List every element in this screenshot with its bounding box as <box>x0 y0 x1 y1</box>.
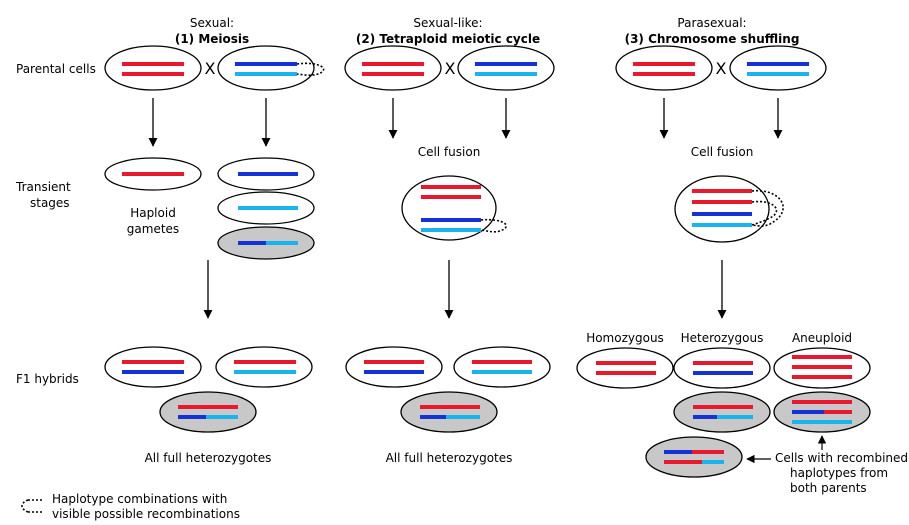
cross-symbol-col3: X <box>716 59 727 78</box>
row-label-transient-2: stages <box>30 196 70 210</box>
parental-cell-blue-col2 <box>457 45 555 91</box>
row-label-f1: F1 hybrids <box>16 372 79 386</box>
hybrid-red-darkblue-col2 <box>345 346 443 388</box>
parental-cell-red-col3 <box>615 45 713 91</box>
hybrid-red-lightblue-col1 <box>215 346 313 388</box>
hybrid-recombinant-col3a <box>673 391 771 433</box>
legend: Haplotype combinations with visible poss… <box>21 492 240 521</box>
gamete-dark-blue <box>217 157 315 191</box>
hybrid-aneuploid <box>773 347 871 389</box>
fused-cell-shuffling <box>674 175 784 243</box>
cell-fusion-label-col3: Cell fusion <box>691 145 754 159</box>
cross-symbol-col1: X <box>205 59 216 78</box>
full-heterozygotes-label-col1: All full heterozygotes <box>145 451 272 465</box>
parental-cell-blue-col1 <box>217 45 325 91</box>
parental-cell-red-col2 <box>344 45 442 91</box>
haploid-gametes-label-2: gametes <box>127 222 179 236</box>
recombination-loop-icon <box>751 200 778 226</box>
hybrid-recombinant-col2 <box>400 391 498 433</box>
heterozygous-label: Heterozygous <box>681 331 764 345</box>
hybrid-heterozygous <box>673 347 771 389</box>
row-label-parental: Parental cells <box>16 62 96 76</box>
recombined-label-2: haplotypes from <box>790 466 888 480</box>
recombined-label-1: Cells with recombined <box>775 451 908 465</box>
cell-fusion-label-col2: Cell fusion <box>418 145 481 159</box>
row-label-transient-1: Transient <box>15 180 71 194</box>
column-2-category: Sexual-like: <box>413 16 482 30</box>
column-3-title: (3) Chromosome shuffling <box>625 32 800 46</box>
column-3-category: Parasexual: <box>677 16 746 30</box>
parental-cell-blue-col3 <box>729 45 827 91</box>
hybrid-homozygous <box>576 347 674 389</box>
recombination-loop-icon <box>21 499 29 513</box>
hybrid-recombinant-col3c <box>645 436 743 478</box>
legend-label-2: visible possible recombinations <box>52 507 240 521</box>
full-heterozygotes-label-col2: All full heterozygotes <box>386 451 513 465</box>
gamete-red <box>104 157 202 191</box>
fused-cell-tetraploid <box>401 175 507 241</box>
recombination-loop-icon <box>296 62 325 76</box>
homozygous-label: Homozygous <box>586 331 664 345</box>
column-1-title: (1) Meiosis <box>175 32 249 46</box>
legend-label-1: Haplotype combinations with <box>52 492 227 506</box>
hybrid-red-lightblue-col2 <box>453 346 551 388</box>
haploid-gametes-label-1: Haploid <box>130 206 176 220</box>
aneuploid-label: Aneuploid <box>792 331 852 345</box>
column-2-title: (2) Tetraploid meiotic cycle <box>356 32 540 46</box>
hybrid-red-darkblue-col1 <box>104 346 202 388</box>
recombined-label-3: both parents <box>790 481 867 495</box>
column-1-category: Sexual: <box>190 16 234 30</box>
recombination-loop-icon <box>751 190 784 227</box>
cross-symbol-col2: X <box>445 59 456 78</box>
gamete-recombinant <box>217 226 315 260</box>
hybrid-recombinant-col3b <box>773 391 871 433</box>
hybrid-recombinant-col1 <box>159 391 257 433</box>
gamete-light-blue <box>217 191 315 225</box>
recombination-loop-icon <box>480 218 507 233</box>
parental-cell-red-col1 <box>104 45 202 91</box>
